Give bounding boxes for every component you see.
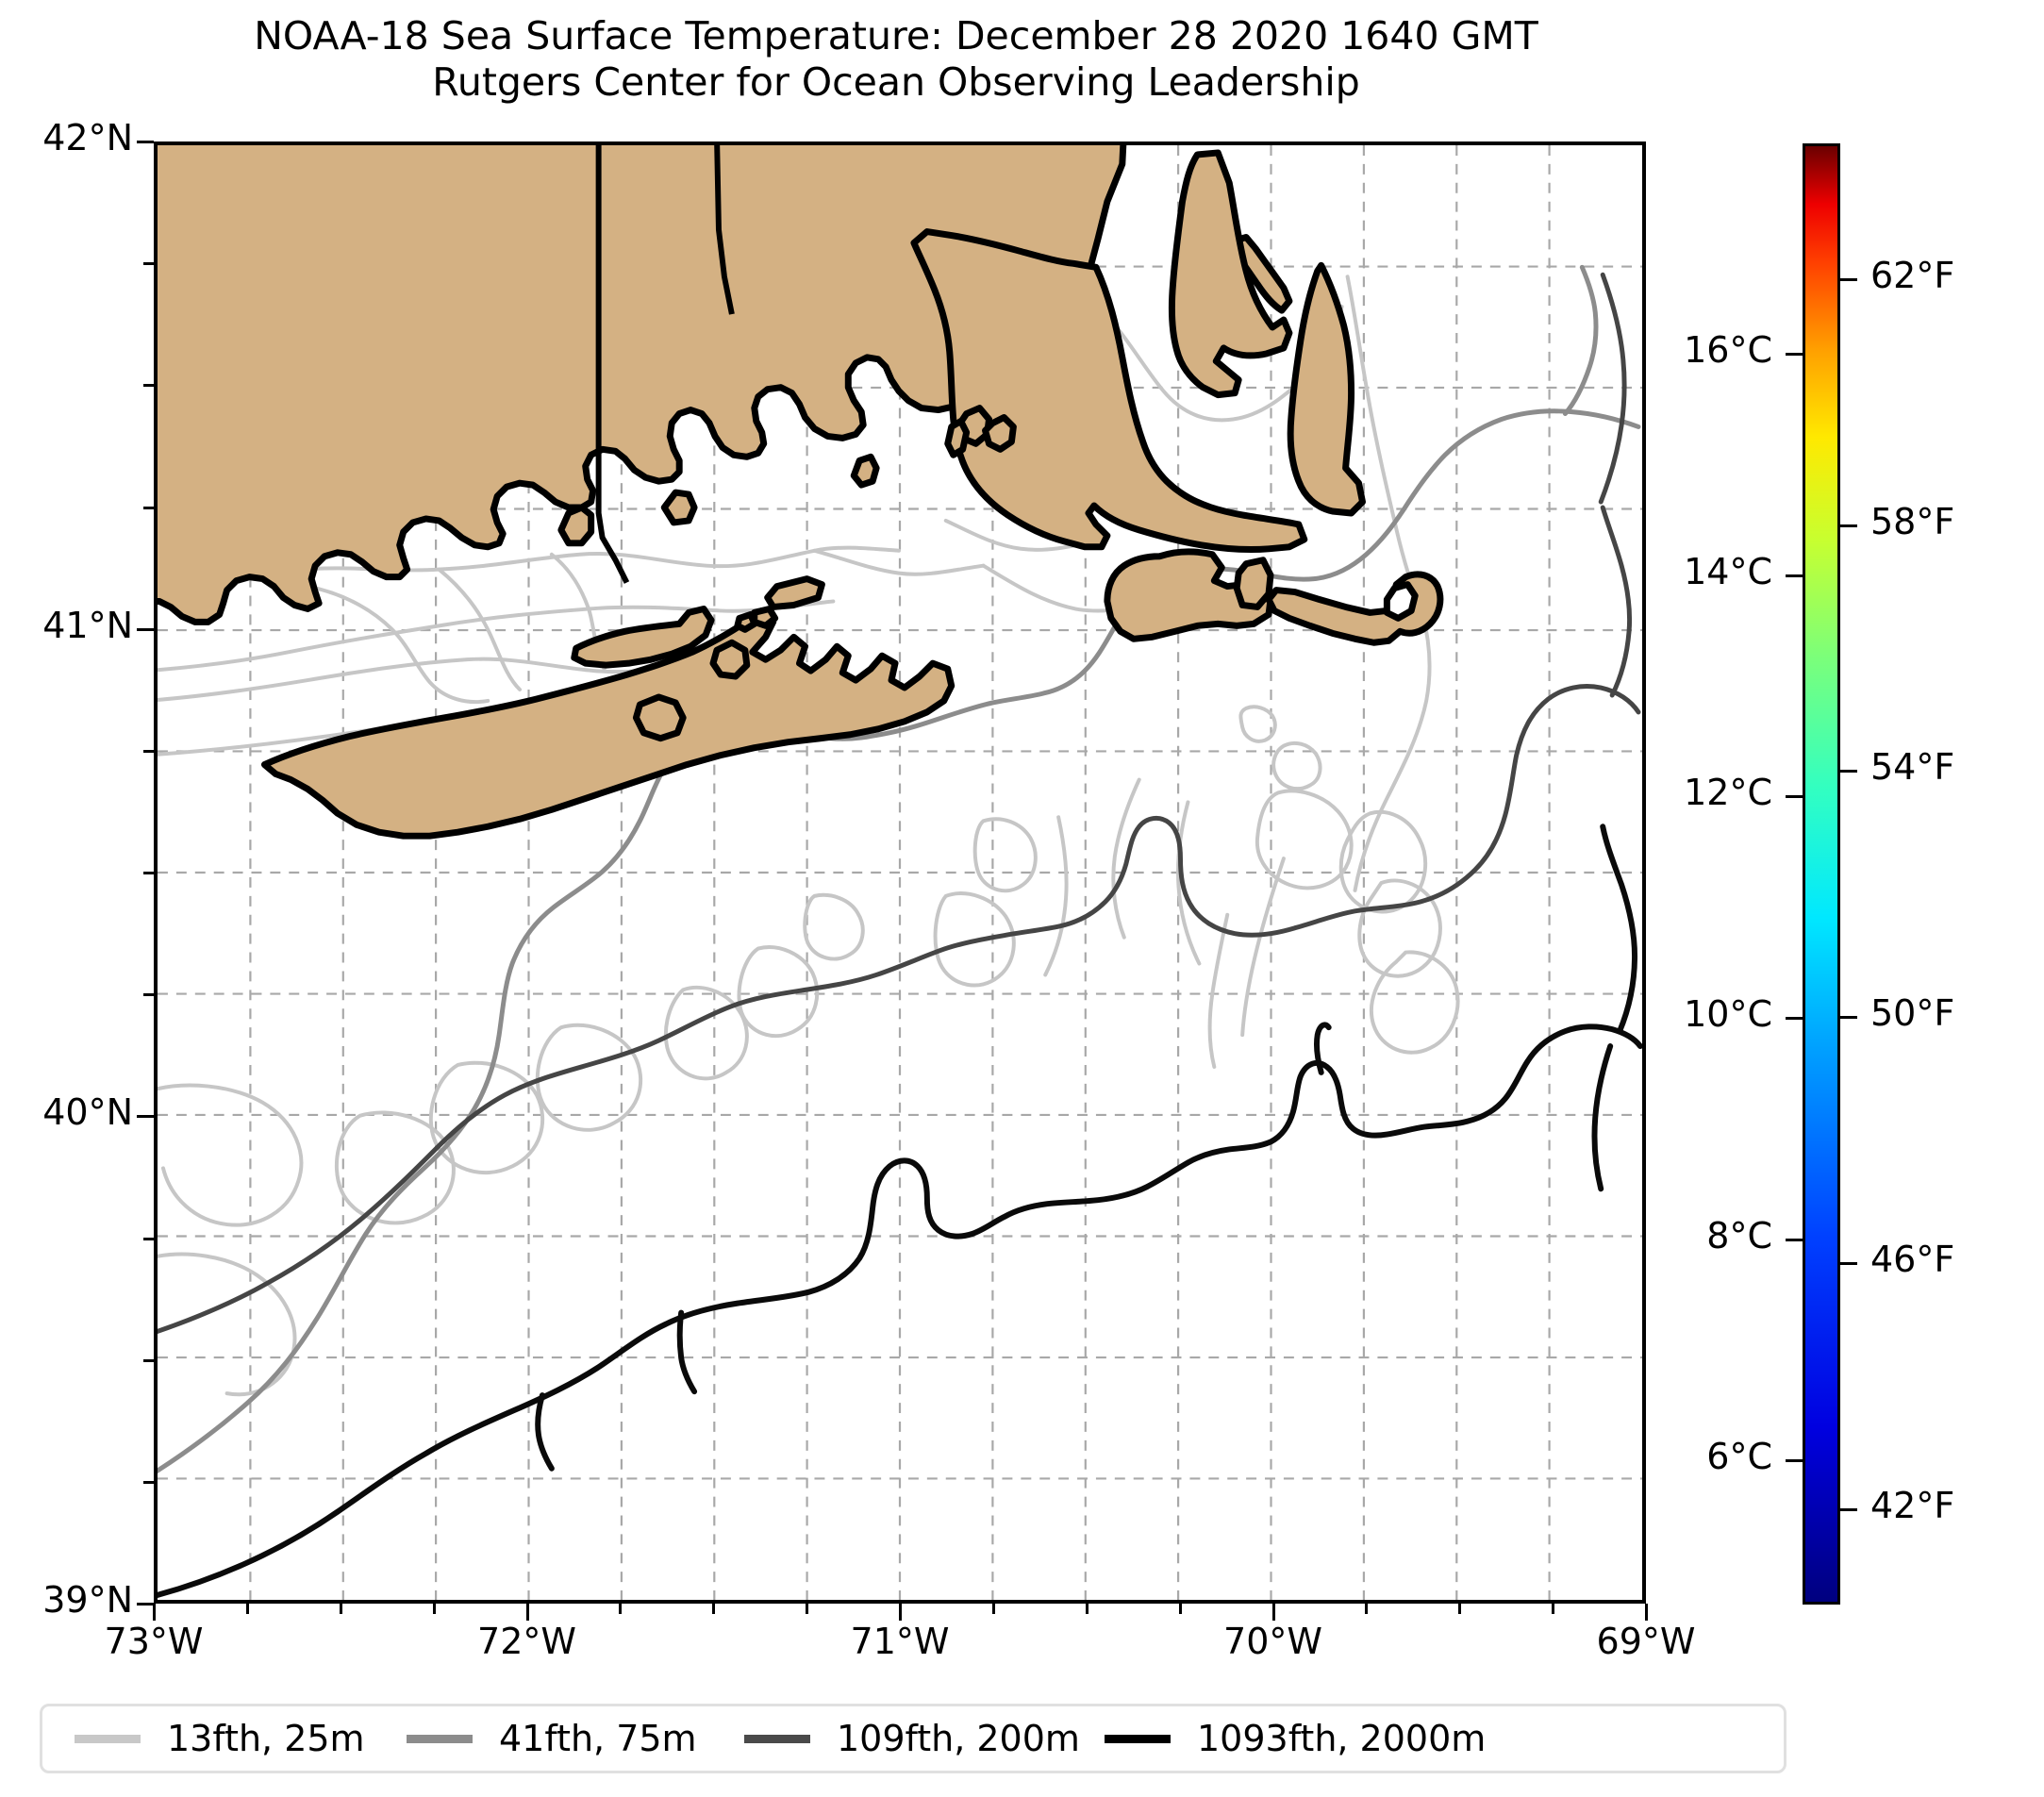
- colorbar-celsius-tick: [1786, 574, 1803, 577]
- colorbar-fahrenheit-tick: [1840, 1262, 1857, 1266]
- x-minor-tick: [245, 1604, 249, 1614]
- y-tick-label-2: 40°N: [42, 1091, 133, 1134]
- title-line-1: NOAA-18 Sea Surface Temperature: Decembe…: [254, 13, 1538, 58]
- state-borders: [595, 145, 735, 584]
- colorbar-fahrenheit-tick: [1840, 770, 1857, 774]
- x-major-tick: [1645, 1604, 1648, 1621]
- x-minor-tick: [339, 1604, 342, 1614]
- legend-line-swatch: [744, 1734, 810, 1743]
- legend-label: 13fth, 25m: [167, 1718, 365, 1759]
- colorbar-celsius-label-0: 16°C: [1684, 328, 1772, 371]
- colorbar[interactable]: [1803, 143, 1840, 1605]
- x-minor-tick: [1552, 1604, 1555, 1614]
- colorbar-fahrenheit-label-4: 46°F: [1870, 1239, 1955, 1281]
- x-minor-tick: [1365, 1604, 1369, 1614]
- colorbar-celsius-tick: [1786, 795, 1803, 799]
- x-minor-tick: [1085, 1604, 1088, 1614]
- colorbar-celsius-label-1: 14°C: [1684, 550, 1772, 592]
- isobath-2000m: [158, 824, 1642, 1598]
- x-tick-label-4: 69°W: [1596, 1621, 1696, 1662]
- bathymetry-legend[interactable]: 13fth, 25m 41fth, 75m 109fth, 200m 1093fth,…: [40, 1704, 1786, 1773]
- colorbar-celsius-tick: [1786, 1459, 1803, 1463]
- colorbar-celsius-label-4: 8°C: [1706, 1214, 1772, 1256]
- colorbar-celsius-tick: [1786, 1017, 1803, 1021]
- x-major-tick: [525, 1604, 529, 1621]
- y-tick-label-0: 42°N: [42, 117, 133, 158]
- colorbar-gradient: [1805, 146, 1837, 1602]
- map-plot-area[interactable]: [154, 141, 1646, 1604]
- legend-entry-2000m[interactable]: 1093fth, 2000m: [1105, 1718, 1486, 1759]
- legend-label: 1093fth, 2000m: [1197, 1718, 1487, 1759]
- legend-label: 109fth, 200m: [837, 1718, 1080, 1759]
- isobath-200m: [158, 272, 1641, 1335]
- legend-line-swatch: [75, 1734, 141, 1743]
- y-minor-tick: [143, 1358, 154, 1362]
- x-major-tick: [153, 1604, 156, 1621]
- y-minor-tick: [143, 506, 154, 509]
- map-canvas: [158, 145, 1642, 1600]
- colorbar-fahrenheit-label-5: 42°F: [1870, 1485, 1955, 1526]
- colorbar-fahrenheit-tick: [1840, 1016, 1857, 1020]
- legend-label: 41fth, 75m: [499, 1718, 697, 1759]
- legend-line-swatch: [407, 1734, 473, 1743]
- colorbar-celsius-tick: [1786, 1238, 1803, 1241]
- colorbar-fahrenheit-label-1: 58°F: [1870, 500, 1955, 542]
- legend-line-swatch: [1105, 1734, 1171, 1743]
- colorbar-fahrenheit-label-0: 62°F: [1870, 254, 1955, 296]
- y-minor-tick: [143, 993, 154, 997]
- y-minor-tick: [143, 749, 154, 753]
- x-tick-label-0: 73°W: [104, 1621, 204, 1662]
- x-minor-tick: [806, 1604, 809, 1614]
- x-minor-tick: [432, 1604, 436, 1614]
- y-minor-tick: [143, 1237, 154, 1240]
- y-major-tick: [137, 1603, 154, 1606]
- legend-entry-25m[interactable]: 13fth, 25m: [75, 1718, 365, 1759]
- y-major-tick: [137, 627, 154, 631]
- x-tick-label-2: 71°W: [850, 1621, 950, 1662]
- y-major-tick: [137, 1115, 154, 1119]
- y-major-tick: [137, 141, 154, 143]
- x-minor-tick: [712, 1604, 716, 1614]
- colorbar-fahrenheit-tick: [1840, 1508, 1857, 1511]
- colorbar-celsius-label-3: 10°C: [1684, 993, 1772, 1036]
- colorbar-celsius-label-2: 12°C: [1684, 772, 1772, 814]
- x-tick-label-3: 70°W: [1223, 1621, 1322, 1662]
- legend-entry-200m[interactable]: 109fth, 200m: [744, 1718, 1080, 1759]
- figure-title: NOAA-18 Sea Surface Temperature: Decembe…: [0, 13, 1792, 106]
- x-major-tick: [1271, 1604, 1275, 1621]
- y-tick-label-1: 41°N: [42, 604, 133, 646]
- x-minor-tick: [1178, 1604, 1182, 1614]
- colorbar-fahrenheit-label-2: 54°F: [1870, 746, 1955, 789]
- colorbar-fahrenheit-tick: [1840, 277, 1857, 281]
- y-minor-tick: [143, 384, 154, 388]
- y-minor-tick: [143, 1480, 154, 1484]
- legend-entry-75m[interactable]: 41fth, 75m: [407, 1718, 697, 1759]
- colorbar-celsius-tick: [1786, 352, 1803, 356]
- x-minor-tick: [619, 1604, 623, 1614]
- y-minor-tick: [143, 262, 154, 266]
- y-tick-label-3: 39°N: [42, 1579, 133, 1621]
- x-major-tick: [899, 1604, 902, 1621]
- title-line-2: Rutgers Center for Ocean Observing Leade…: [432, 59, 1360, 105]
- x-minor-tick: [991, 1604, 995, 1614]
- x-minor-tick: [1458, 1604, 1462, 1614]
- colorbar-celsius-label-5: 6°C: [1706, 1436, 1772, 1478]
- x-tick-label-1: 72°W: [477, 1621, 576, 1662]
- colorbar-fahrenheit-tick: [1840, 524, 1857, 527]
- landmasses: [158, 145, 1444, 840]
- y-minor-tick: [143, 872, 154, 874]
- colorbar-fahrenheit-label-3: 50°F: [1870, 992, 1955, 1035]
